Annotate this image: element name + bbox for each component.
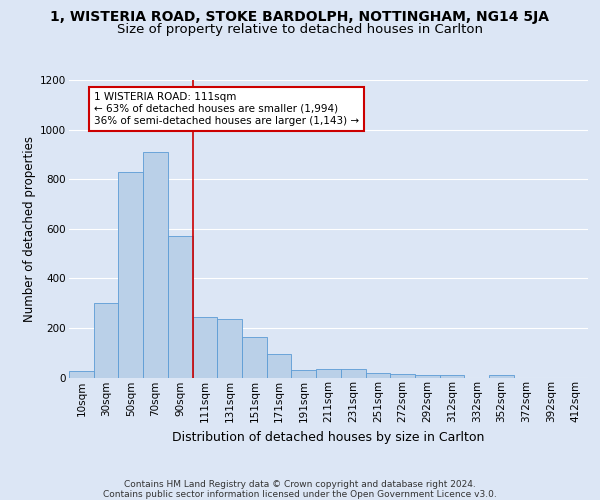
- Bar: [94, 303, 118, 378]
- Bar: [193, 317, 217, 378]
- Bar: [316, 369, 341, 378]
- Bar: [69, 372, 94, 378]
- Bar: [217, 319, 242, 378]
- Text: 1, WISTERIA ROAD, STOKE BARDOLPH, NOTTINGHAM, NG14 5JA: 1, WISTERIA ROAD, STOKE BARDOLPH, NOTTIN…: [50, 10, 550, 24]
- Bar: [242, 336, 267, 378]
- Bar: [440, 374, 464, 378]
- Text: Contains HM Land Registry data © Crown copyright and database right 2024.: Contains HM Land Registry data © Crown c…: [124, 480, 476, 489]
- Bar: [489, 375, 514, 378]
- Text: Contains public sector information licensed under the Open Government Licence v3: Contains public sector information licen…: [103, 490, 497, 499]
- Bar: [341, 369, 365, 378]
- Bar: [118, 172, 143, 378]
- Y-axis label: Number of detached properties: Number of detached properties: [23, 136, 36, 322]
- X-axis label: Distribution of detached houses by size in Carlton: Distribution of detached houses by size …: [172, 430, 485, 444]
- Text: Size of property relative to detached houses in Carlton: Size of property relative to detached ho…: [117, 22, 483, 36]
- Bar: [292, 370, 316, 378]
- Bar: [415, 374, 440, 378]
- Bar: [365, 372, 390, 378]
- Bar: [143, 152, 168, 378]
- Bar: [390, 374, 415, 378]
- Bar: [267, 354, 292, 378]
- Text: 1 WISTERIA ROAD: 111sqm
← 63% of detached houses are smaller (1,994)
36% of semi: 1 WISTERIA ROAD: 111sqm ← 63% of detache…: [94, 92, 359, 126]
- Bar: [168, 236, 193, 378]
